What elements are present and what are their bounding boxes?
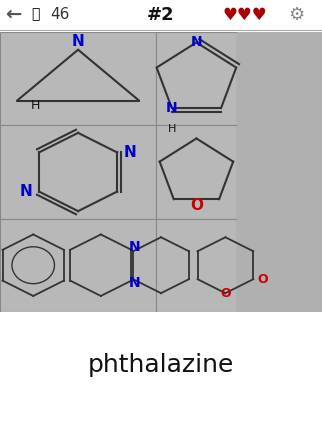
Bar xyxy=(237,219,322,312)
Text: 46: 46 xyxy=(50,7,69,22)
Bar xyxy=(237,125,322,219)
Bar xyxy=(0,219,156,312)
Bar xyxy=(156,219,237,312)
Bar xyxy=(237,125,322,219)
Bar xyxy=(237,32,322,125)
Text: N: N xyxy=(72,34,84,49)
Text: #2: #2 xyxy=(147,6,175,24)
Bar xyxy=(156,32,237,125)
Text: ⚙: ⚙ xyxy=(288,6,304,24)
Bar xyxy=(156,125,237,219)
Bar xyxy=(0,125,156,219)
Text: N: N xyxy=(191,35,202,49)
Text: phthalazine: phthalazine xyxy=(88,353,234,377)
Text: N: N xyxy=(129,240,140,254)
Text: 💡: 💡 xyxy=(31,7,40,22)
Text: H: H xyxy=(31,99,40,112)
Bar xyxy=(237,32,322,125)
Text: ♥♥♥: ♥♥♥ xyxy=(223,6,267,24)
Text: O: O xyxy=(258,273,268,286)
Text: ←: ← xyxy=(5,5,21,24)
Text: O: O xyxy=(220,287,231,300)
Bar xyxy=(0,32,156,125)
Text: H: H xyxy=(168,123,176,134)
Text: N: N xyxy=(129,276,140,290)
Text: N: N xyxy=(124,145,136,160)
Text: N: N xyxy=(166,101,178,115)
Text: N: N xyxy=(20,184,33,199)
Bar xyxy=(237,219,322,312)
Text: O: O xyxy=(190,198,203,213)
